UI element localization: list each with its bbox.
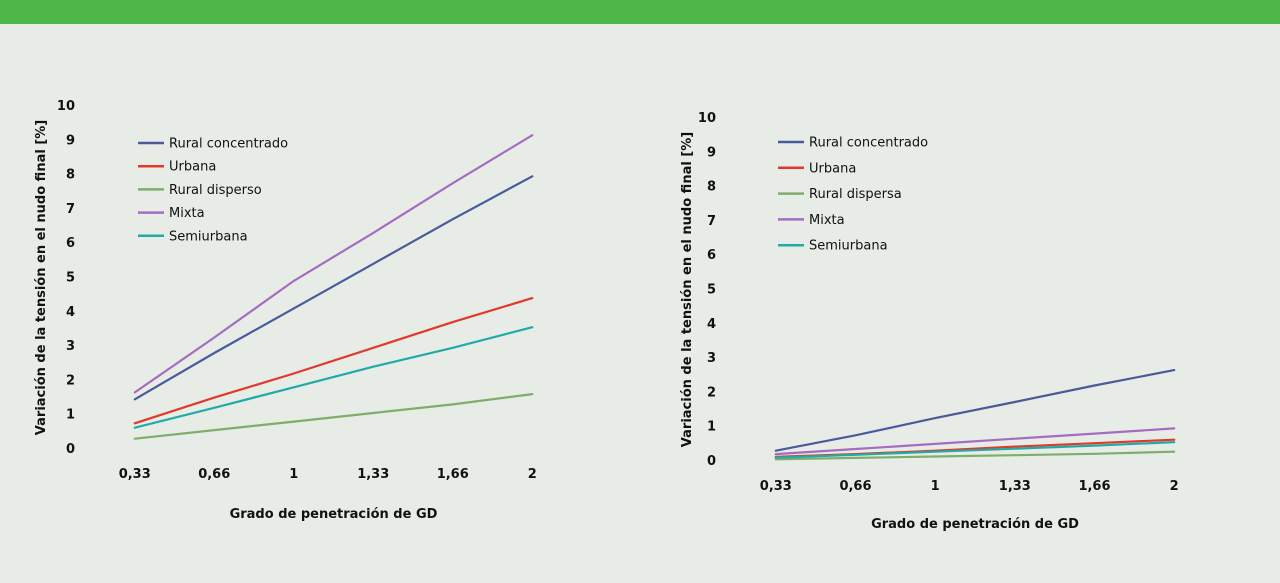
x-tick-label: 0,66 (198, 467, 230, 482)
y-tick-label: 8 (66, 168, 75, 183)
y-tick-label: 3 (707, 351, 716, 366)
y-tick-label: 3 (66, 339, 75, 354)
legend-label: Rural dispersa (809, 187, 902, 202)
y-tick-label: 5 (66, 271, 75, 286)
legend-label: Urbana (809, 161, 856, 176)
series-line-1 (133, 175, 534, 401)
x-tick-label: 1,33 (357, 467, 389, 482)
x-tick-label: 0,33 (119, 467, 151, 482)
series-line-3 (774, 450, 1176, 461)
legend-label: Mixta (169, 206, 205, 221)
y-tick-label: 5 (707, 283, 716, 298)
series-line-1 (774, 369, 1176, 452)
y-tick-label: 4 (707, 317, 716, 332)
y-tick-label: 6 (66, 236, 75, 251)
y-tick-label: 1 (66, 408, 75, 423)
y-tick-label: 7 (66, 202, 75, 217)
legend-label: Semiurbana (169, 229, 248, 244)
x-tick-label: 0,66 (839, 479, 871, 494)
y-tick-label: 0 (707, 454, 716, 469)
x-tick-label: 1,33 (999, 479, 1031, 494)
voltage-variation-chart-left: 0 1 2 3 4 5 6 7 8 9 10 0,33 0,66 1 1,33 1,66 2 Grado de p… (34, 99, 537, 522)
y-tick-label: 6 (707, 248, 716, 263)
y-tick-label: 8 (707, 180, 716, 195)
y-tick-label: 4 (66, 305, 75, 320)
voltage-variation-chart-right: 0 1 2 3 4 5 6 7 8 9 10 0,33 0,66 1 1,33 1,66 2 Grado de p… (680, 111, 1179, 532)
series-line-4 (133, 134, 534, 394)
y-axis-title: Variación de la tensión en el nudo final… (34, 120, 49, 435)
series-line-5 (133, 326, 534, 429)
series-line-4 (774, 427, 1176, 456)
legend-label: Rural disperso (169, 183, 262, 198)
x-tick-label: 1 (931, 479, 940, 494)
y-tick-label: 7 (707, 214, 716, 229)
y-tick-label: 9 (66, 133, 75, 148)
y-tick-label: 10 (57, 99, 75, 114)
x-tick-label: 1 (289, 467, 298, 482)
y-axis-title: Variación de la tensión en el nudo final… (680, 132, 695, 447)
y-tick-label: 2 (66, 373, 75, 388)
y-tick-label: 1 (707, 420, 716, 435)
y-tick-label: 10 (698, 111, 716, 126)
x-tick-label: 0,33 (760, 479, 792, 494)
series-line-3 (133, 393, 534, 440)
legend-label: Rural concentrado (809, 136, 928, 151)
y-tick-label: 2 (707, 385, 716, 400)
series-line-5 (774, 441, 1176, 459)
x-axis-title: Grado de penetración de GD (230, 507, 438, 522)
series-line-2 (133, 297, 534, 425)
top-banner (0, 0, 1280, 24)
x-tick-label: 2 (1170, 479, 1179, 494)
y-tick-label: 0 (66, 442, 75, 457)
x-axis-title: Grado de penetración de GD (871, 517, 1079, 532)
y-tick-label: 9 (707, 145, 716, 160)
legend-label: Semiurbana (809, 239, 888, 254)
legend-label: Mixta (809, 213, 845, 228)
legend-label: Rural concentrado (169, 137, 288, 152)
x-tick-label: 2 (528, 467, 537, 482)
legend-label: Urbana (169, 160, 216, 175)
x-tick-label: 1,66 (1078, 479, 1110, 494)
x-tick-label: 1,66 (437, 467, 469, 482)
